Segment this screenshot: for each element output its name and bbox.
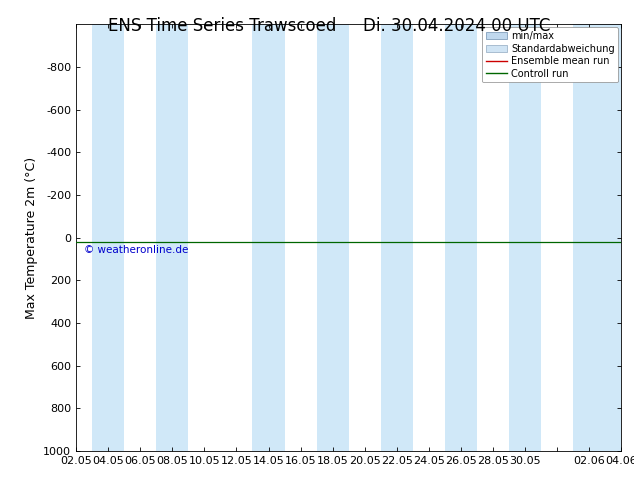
Y-axis label: Max Temperature 2m (°C): Max Temperature 2m (°C) [25,157,37,318]
Bar [381,24,413,451]
Bar [316,24,349,451]
Bar [92,24,124,451]
Text: ENS Time Series Trawscoed: ENS Time Series Trawscoed [108,17,336,35]
Text: Di. 30.04.2024 00 UTC: Di. 30.04.2024 00 UTC [363,17,550,35]
Text: © weatheronline.de: © weatheronline.de [84,245,188,255]
Bar [509,24,541,451]
Bar [156,24,188,451]
Bar [445,24,477,451]
Bar [252,24,285,451]
Legend: min/max, Standardabweichung, Ensemble mean run, Controll run: min/max, Standardabweichung, Ensemble me… [482,27,618,82]
Bar [573,24,621,451]
